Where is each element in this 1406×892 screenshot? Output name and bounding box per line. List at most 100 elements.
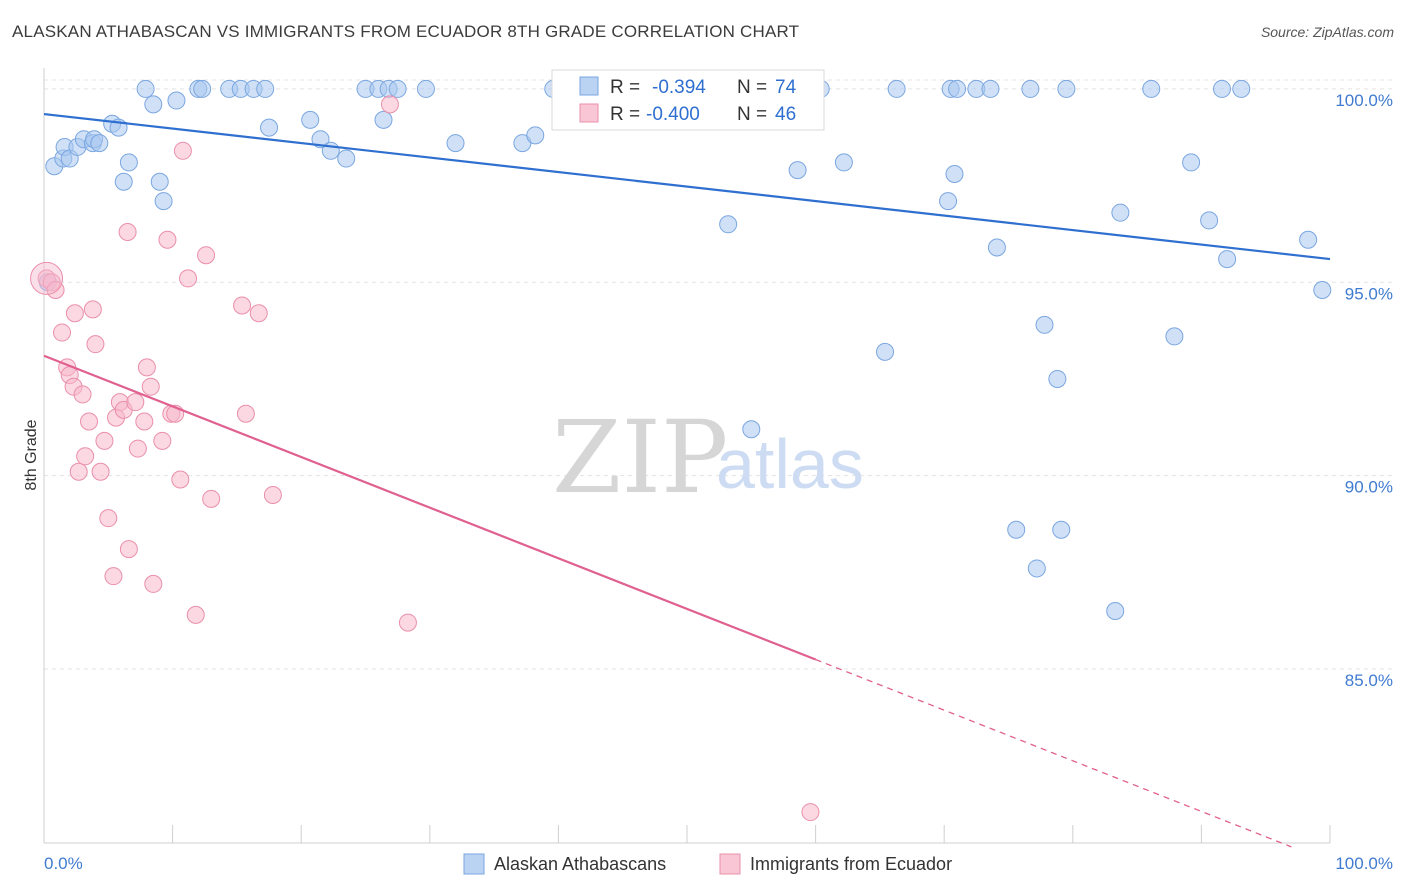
athabascan-point [1007,520,1026,539]
ecuador-point [126,393,145,412]
series-legend: Alaskan Athabascans Immigrants from Ecua… [463,853,952,875]
legend-n-value: 46 [775,104,796,125]
athabascan-point [1052,520,1071,539]
athabascan-point [1299,230,1318,249]
athabascan-point [416,79,435,98]
athabascan-point [719,215,738,234]
ecuador-point [153,431,172,450]
watermark-zip: ZIP [552,399,728,516]
series-legend-swatch-athabascan [463,853,485,875]
ecuador-point [801,803,820,822]
ecuador-point [398,613,417,632]
ecuador-point [95,431,114,450]
ecuador-point [135,412,154,431]
ecuador-point [91,462,110,481]
scatter-points [30,79,1332,822]
athabascan-point [301,110,320,129]
source-credit: Source: ZipAtlas.com [1260,24,1394,40]
athabascan-point [1111,203,1130,222]
athabascan-point [1313,281,1332,300]
ecuador-point [263,485,282,504]
legend-swatch-ecuador [579,103,599,123]
athabascan-point [887,79,906,98]
athabascan-point [1027,559,1046,578]
athabascan-point [1232,79,1251,98]
ecuador-point [173,141,192,160]
ecuador-point [83,300,102,319]
legend-swatch-athabascan [579,76,599,96]
ecuador-point [118,223,137,242]
legend-n-label: N = [737,104,767,125]
athabascan-point [193,79,212,98]
athabascan-point [1182,153,1201,172]
athabascan-point [260,118,279,137]
x-tick-label-max: 100.0% [1335,854,1393,873]
y-axis-title: 8th Grade [23,419,40,490]
athabascan-point [981,79,1000,98]
athabascan-point [446,134,465,153]
athabascan-point [154,192,173,211]
ecuador-point [137,358,156,377]
athabascan-point [834,153,853,172]
ecuador-point [202,489,221,508]
ecuador-point [158,230,177,249]
athabascan-point [1218,250,1237,269]
ecuador-point [73,385,92,404]
athabascan-point [1106,601,1125,620]
athabascan-point [987,238,1006,257]
ecuador-point [179,269,198,288]
athabascan-point [945,165,964,184]
ecuador-point [171,470,190,489]
athabascan-point [167,91,186,110]
watermark: ZIP atlas [552,399,864,516]
athabascan-point [742,420,761,439]
ecuador-point [197,246,216,265]
athabascan-point [1212,79,1231,98]
series-legend-label-ecuador: Immigrants from Ecuador [750,854,952,874]
athabascan-point [788,161,807,180]
ecuador-point [69,462,88,481]
legend-n-label: N = [737,77,767,98]
athabascan-point [1035,315,1054,334]
legend-r-label: R = [610,104,640,125]
ecuador-point [249,304,268,323]
ecuador-point [80,412,99,431]
athabascan-point [1057,79,1076,98]
ecuador-point [144,574,163,593]
ecuador-point [46,281,65,300]
athabascan-point [311,130,330,149]
ecuador-point [119,540,138,559]
legend-r-value: -0.400 [646,104,700,125]
watermark-atlas: atlas [716,425,864,503]
ecuador-point [233,296,252,315]
ecuador-trend-line [43,354,817,661]
ecuador-point [141,377,160,396]
y-tick-label: 100.0% [1335,91,1393,110]
legend: R = -0.394 N = 74 R = -0.400 N = 46 [551,69,825,131]
athabascan-point [1142,79,1161,98]
athabascan-point [876,342,895,361]
ecuador-point [128,439,147,458]
athabascan-point [1021,79,1040,98]
x-tick-label-min: 0.0% [44,854,83,873]
athabascan-point [150,172,169,191]
athabascan-point [119,153,138,172]
ecuador-point [86,335,105,354]
athabascan-trend-line [43,112,1331,261]
legend-r-value: -0.394 [652,77,706,98]
ecuador-point [99,509,118,528]
ecuador-point [53,323,72,342]
athabascan-point [388,79,407,98]
athabascan-point [114,172,133,191]
athabascan-point [1200,211,1219,230]
ecuador-point [186,605,205,624]
y-tick-label: 90.0% [1345,478,1393,497]
athabascan-point [337,149,356,168]
athabascan-point [256,79,275,98]
ecuador-point [76,447,95,466]
y-tick-label: 95.0% [1345,284,1393,303]
trend-lines [43,112,1331,848]
athabascan-point [948,79,967,98]
athabascan-point [374,110,393,129]
